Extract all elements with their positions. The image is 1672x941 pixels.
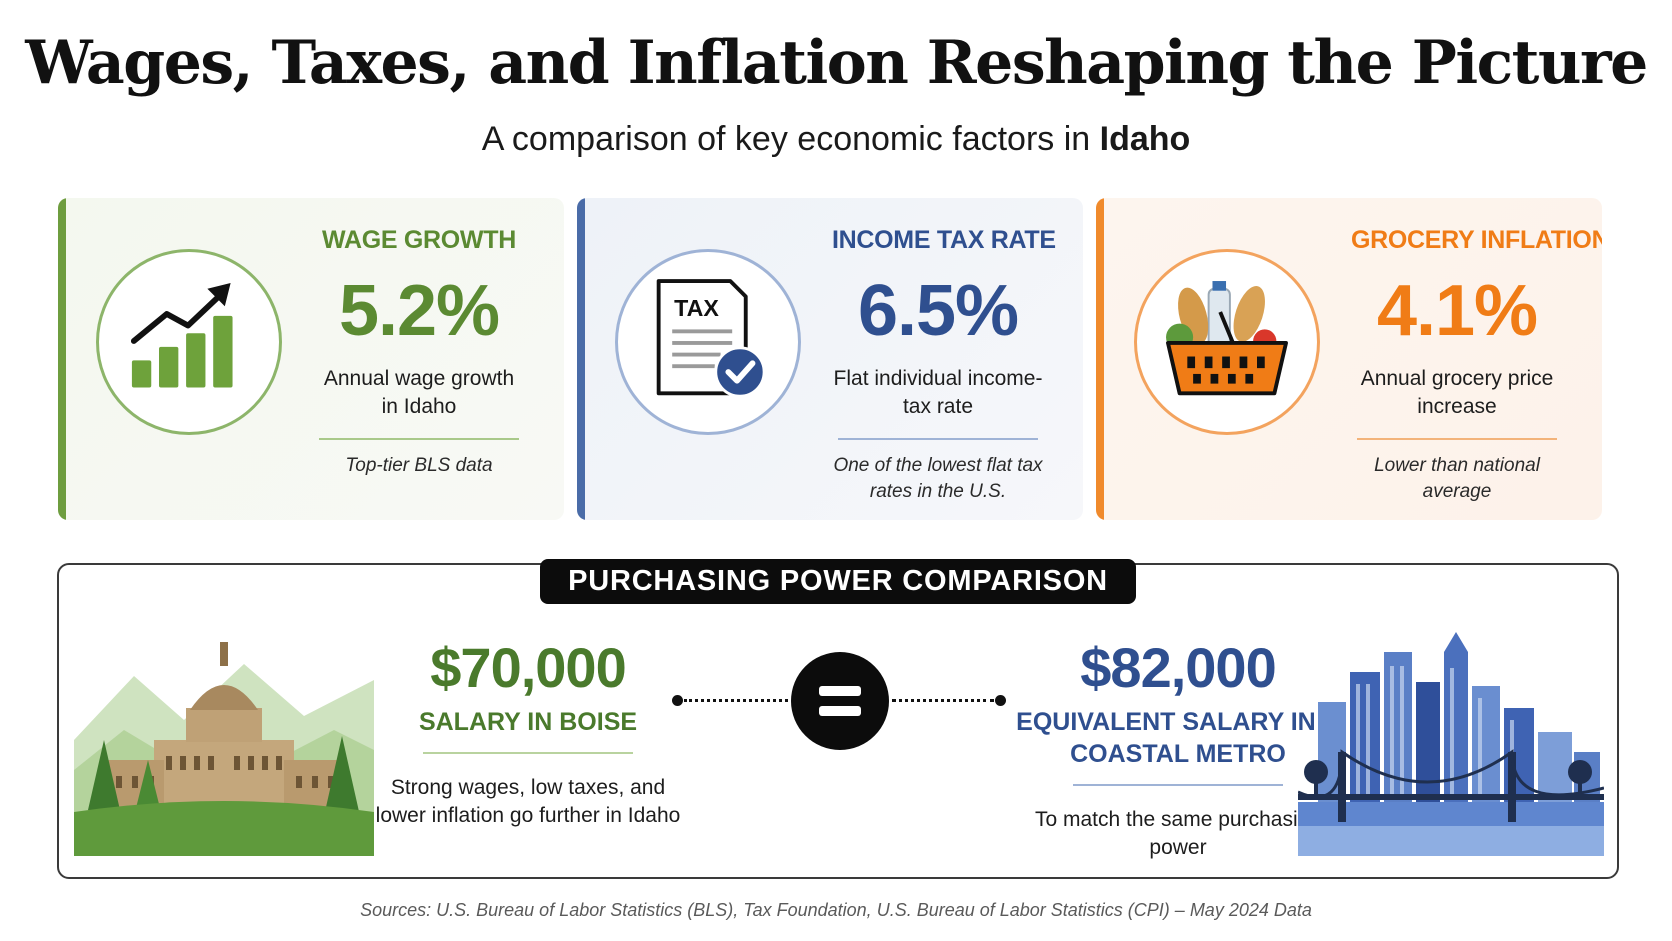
sources-footnote: Sources: U.S. Bureau of Labor Statistics… bbox=[360, 900, 1312, 920]
card-divider bbox=[319, 438, 519, 440]
card-description: Annual wage growth in Idaho bbox=[323, 367, 515, 418]
equals-icon bbox=[791, 652, 889, 750]
card-heading: WAGE GROWTH bbox=[322, 226, 516, 254]
card-description: Flat individual income-tax rate bbox=[833, 367, 1043, 418]
card-value: 5.2% bbox=[338, 271, 500, 351]
card-note: One of the lowest flat tax rates in the … bbox=[833, 455, 1043, 502]
idaho-capitol-illustration bbox=[74, 620, 374, 856]
metro-salary-block: $82,000 EQUIVALENT SALARY IN A COASTAL M… bbox=[1008, 640, 1348, 862]
card-accent-bar bbox=[577, 198, 585, 520]
connector-dot-right bbox=[995, 695, 1006, 706]
card-description: Annual grocery price increase bbox=[1360, 367, 1554, 418]
card-heading: GROCERY INFLATION bbox=[1351, 226, 1602, 254]
card-heading: INCOME TAX RATE bbox=[832, 226, 1056, 254]
page-subtitle: A comparison of key economic factors in … bbox=[0, 120, 1672, 159]
subtitle-text: A comparison of key economic factors in bbox=[481, 120, 1091, 158]
metro-salary-amount: $82,000 bbox=[1080, 636, 1276, 699]
grocery-basket-icon bbox=[1134, 249, 1320, 435]
boise-salary-amount: $70,000 bbox=[430, 636, 626, 699]
coastal-city-skyline-illustration bbox=[1297, 612, 1605, 856]
connector-line-left bbox=[684, 699, 788, 703]
tax-icon-label: TAX bbox=[674, 295, 719, 321]
metro-divider bbox=[1073, 784, 1283, 786]
metro-salary-label: EQUIVALENT SALARY IN A COASTAL METRO bbox=[1016, 708, 1340, 768]
card-value: 6.5% bbox=[857, 271, 1019, 351]
card-note: Top-tier BLS data bbox=[345, 455, 493, 476]
card-note: Lower than national average bbox=[1374, 455, 1540, 502]
boise-description: Strong wages, low taxes, and lower infla… bbox=[375, 776, 681, 827]
card-divider bbox=[1357, 438, 1557, 440]
connector-line-right bbox=[892, 699, 994, 703]
tax-document-icon: TAX bbox=[615, 249, 801, 435]
card-accent-bar bbox=[58, 198, 66, 520]
page-title: Wages, Taxes, and Inflation Reshaping th… bbox=[25, 28, 1648, 98]
card-accent-bar bbox=[1096, 198, 1104, 520]
growth-chart-icon bbox=[96, 249, 282, 435]
connector-dot-left bbox=[672, 695, 683, 706]
boise-salary-label: SALARY IN BOISE bbox=[418, 708, 638, 736]
grocery-inflation-card: GROCERY INFLATION 4.1% Annual grocery pr… bbox=[1096, 198, 1602, 520]
card-divider bbox=[838, 438, 1038, 440]
card-value: 4.1% bbox=[1376, 271, 1538, 351]
income-tax-card: TAX INCOME TAX RATE 6.5% Flat individual… bbox=[577, 198, 1083, 520]
comparison-label: PURCHASING POWER COMPARISON bbox=[540, 559, 1136, 604]
metro-description: To match the same purchasing power bbox=[1035, 808, 1321, 859]
wage-growth-card: WAGE GROWTH 5.2% Annual wage growth in I… bbox=[58, 198, 564, 520]
boise-salary-block: $70,000 SALARY IN BOISE Strong wages, lo… bbox=[368, 640, 688, 830]
boise-divider bbox=[423, 752, 633, 754]
subtitle-place: Idaho bbox=[1099, 120, 1191, 158]
